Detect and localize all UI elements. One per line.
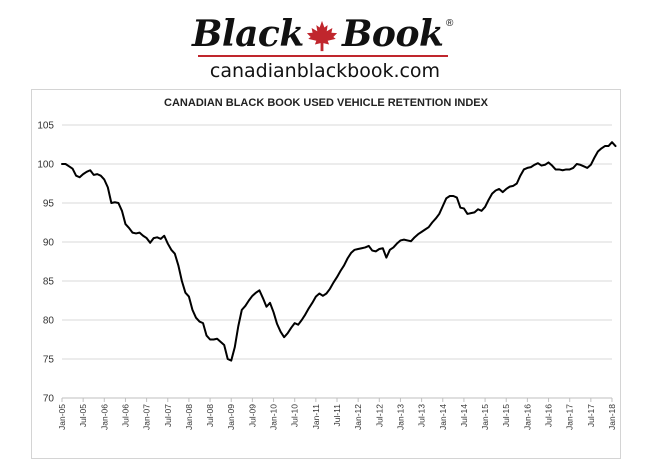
- registered-mark: ®: [446, 18, 454, 29]
- y-tick-label-85: 85: [43, 277, 55, 288]
- x-tick-label-Jan-09: Jan-09: [226, 404, 236, 430]
- x-tick-label-Jul-09: Jul-09: [247, 404, 257, 427]
- x-tick-label-Jul-10: Jul-10: [290, 404, 300, 427]
- maple-leaf-icon: [306, 20, 338, 52]
- x-tick-label-Jan-13: Jan-13: [395, 404, 405, 430]
- logo-word-black: Black: [192, 13, 304, 55]
- y-tick-label-70: 70: [43, 394, 55, 405]
- x-tick-label-Jul-14: Jul-14: [459, 404, 469, 427]
- chart-frame: [31, 89, 621, 459]
- brand-divider: [198, 55, 448, 57]
- x-tick-label-Jan-17: Jan-17: [565, 404, 575, 430]
- brand-url[interactable]: canadianblackbook.com: [209, 60, 441, 82]
- x-tick-label-Jan-07: Jan-07: [142, 404, 152, 430]
- x-tick-label-Jan-06: Jan-06: [99, 404, 109, 430]
- y-tick-label-80: 80: [43, 316, 55, 327]
- series-line-0: [61, 141, 617, 362]
- x-tick-label-Jul-11: Jul-11: [332, 404, 342, 427]
- x-tick-label-Jan-08: Jan-08: [184, 404, 194, 430]
- x-tick-label-Jul-05: Jul-05: [78, 404, 88, 427]
- brand-header: Black Book ® canadianblackbook.com: [0, 0, 650, 86]
- series-layer: [61, 141, 617, 362]
- x-axis-ticks: Jan-05 Jul-05 Jan-06 Jul-06 Jan-07 Jul-07 Jan-…: [57, 398, 617, 430]
- x-tick-label-Jan-12: Jan-12: [353, 404, 363, 430]
- x-tick-label-Jul-06: Jul-06: [120, 404, 130, 427]
- x-tick-label-Jan-10: Jan-10: [269, 404, 279, 430]
- x-tick-label-Jan-18: Jan-18: [607, 404, 617, 430]
- x-tick-label-Jan-05: Jan-05: [57, 404, 67, 430]
- logo-word-book: Book: [342, 13, 444, 55]
- y-tick-label-105: 105: [37, 121, 54, 132]
- x-tick-label-Jan-15: Jan-15: [480, 404, 490, 430]
- y-tick-label-75: 75: [43, 355, 55, 366]
- y-tick-label-90: 90: [43, 238, 55, 249]
- x-tick-label-Jan-11: Jan-11: [311, 404, 321, 430]
- x-tick-label-Jan-14: Jan-14: [438, 404, 448, 430]
- y-tick-label-95: 95: [43, 199, 55, 210]
- x-tick-label-Jul-13: Jul-13: [417, 404, 427, 427]
- gridlines: [62, 124, 612, 360]
- x-tick-label-Jul-16: Jul-16: [544, 404, 554, 427]
- x-tick-label-Jan-16: Jan-16: [522, 404, 532, 430]
- y-tick-label-100: 100: [37, 160, 54, 171]
- x-tick-label-Jul-15: Jul-15: [501, 404, 511, 427]
- y-axis-ticks: 70 75 80 85 90 95 100 105: [37, 121, 54, 405]
- x-tick-label-Jul-08: Jul-08: [205, 404, 215, 427]
- black-book-logo: Black Book ®: [190, 14, 460, 58]
- x-tick-label-Jul-17: Jul-17: [586, 404, 596, 427]
- chart-title: CANADIAN BLACK BOOK USED VEHICLE RETENTI…: [164, 97, 489, 109]
- x-tick-label-Jul-07: Jul-07: [163, 404, 173, 427]
- x-tick-label-Jul-12: Jul-12: [374, 404, 384, 427]
